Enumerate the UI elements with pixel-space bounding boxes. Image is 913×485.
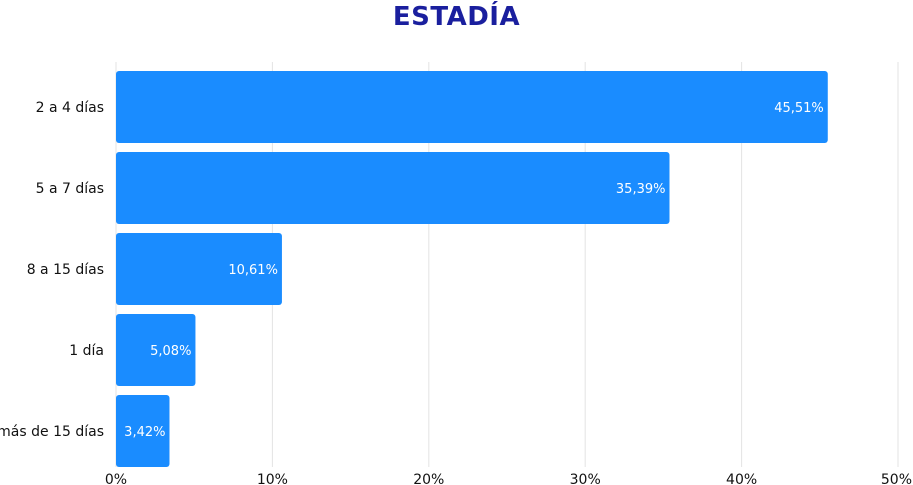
x-tick-label: 10% (257, 472, 288, 485)
bar (116, 71, 828, 143)
bar (116, 314, 196, 386)
data-label: 45,51% (774, 101, 824, 116)
data-label: 35,39% (616, 182, 666, 197)
category-label: 8 a 15 días (27, 262, 104, 278)
data-label: 10,61% (228, 263, 278, 278)
x-tick-label: 50% (881, 472, 912, 485)
bar (116, 152, 670, 224)
bar (116, 233, 282, 305)
x-tick-label: 0% (105, 472, 127, 485)
bars (116, 71, 828, 467)
x-axis-ticks: 0% 10% 20% 30% 40% 50% (105, 472, 912, 485)
category-label: más de 15 días (0, 424, 104, 440)
category-label: 2 a 4 días (36, 100, 104, 116)
data-label: 5,08% (150, 344, 191, 359)
category-labels: 2 a 4 días 5 a 7 días 8 a 15 días 1 día más … (0, 100, 104, 440)
x-tick-label: 40% (726, 472, 757, 485)
category-label: 5 a 7 días (36, 181, 104, 197)
x-tick-label: 30% (570, 472, 601, 485)
bar (116, 395, 170, 467)
x-tick-label: 20% (413, 472, 444, 485)
data-label: 3,42% (124, 425, 165, 440)
chart-title: ESTADÍA (392, 2, 521, 32)
value-labels: 45,51% 35,39% 10,61% 5,08% 3,42% (124, 101, 824, 440)
category-label: 1 día (69, 343, 104, 359)
